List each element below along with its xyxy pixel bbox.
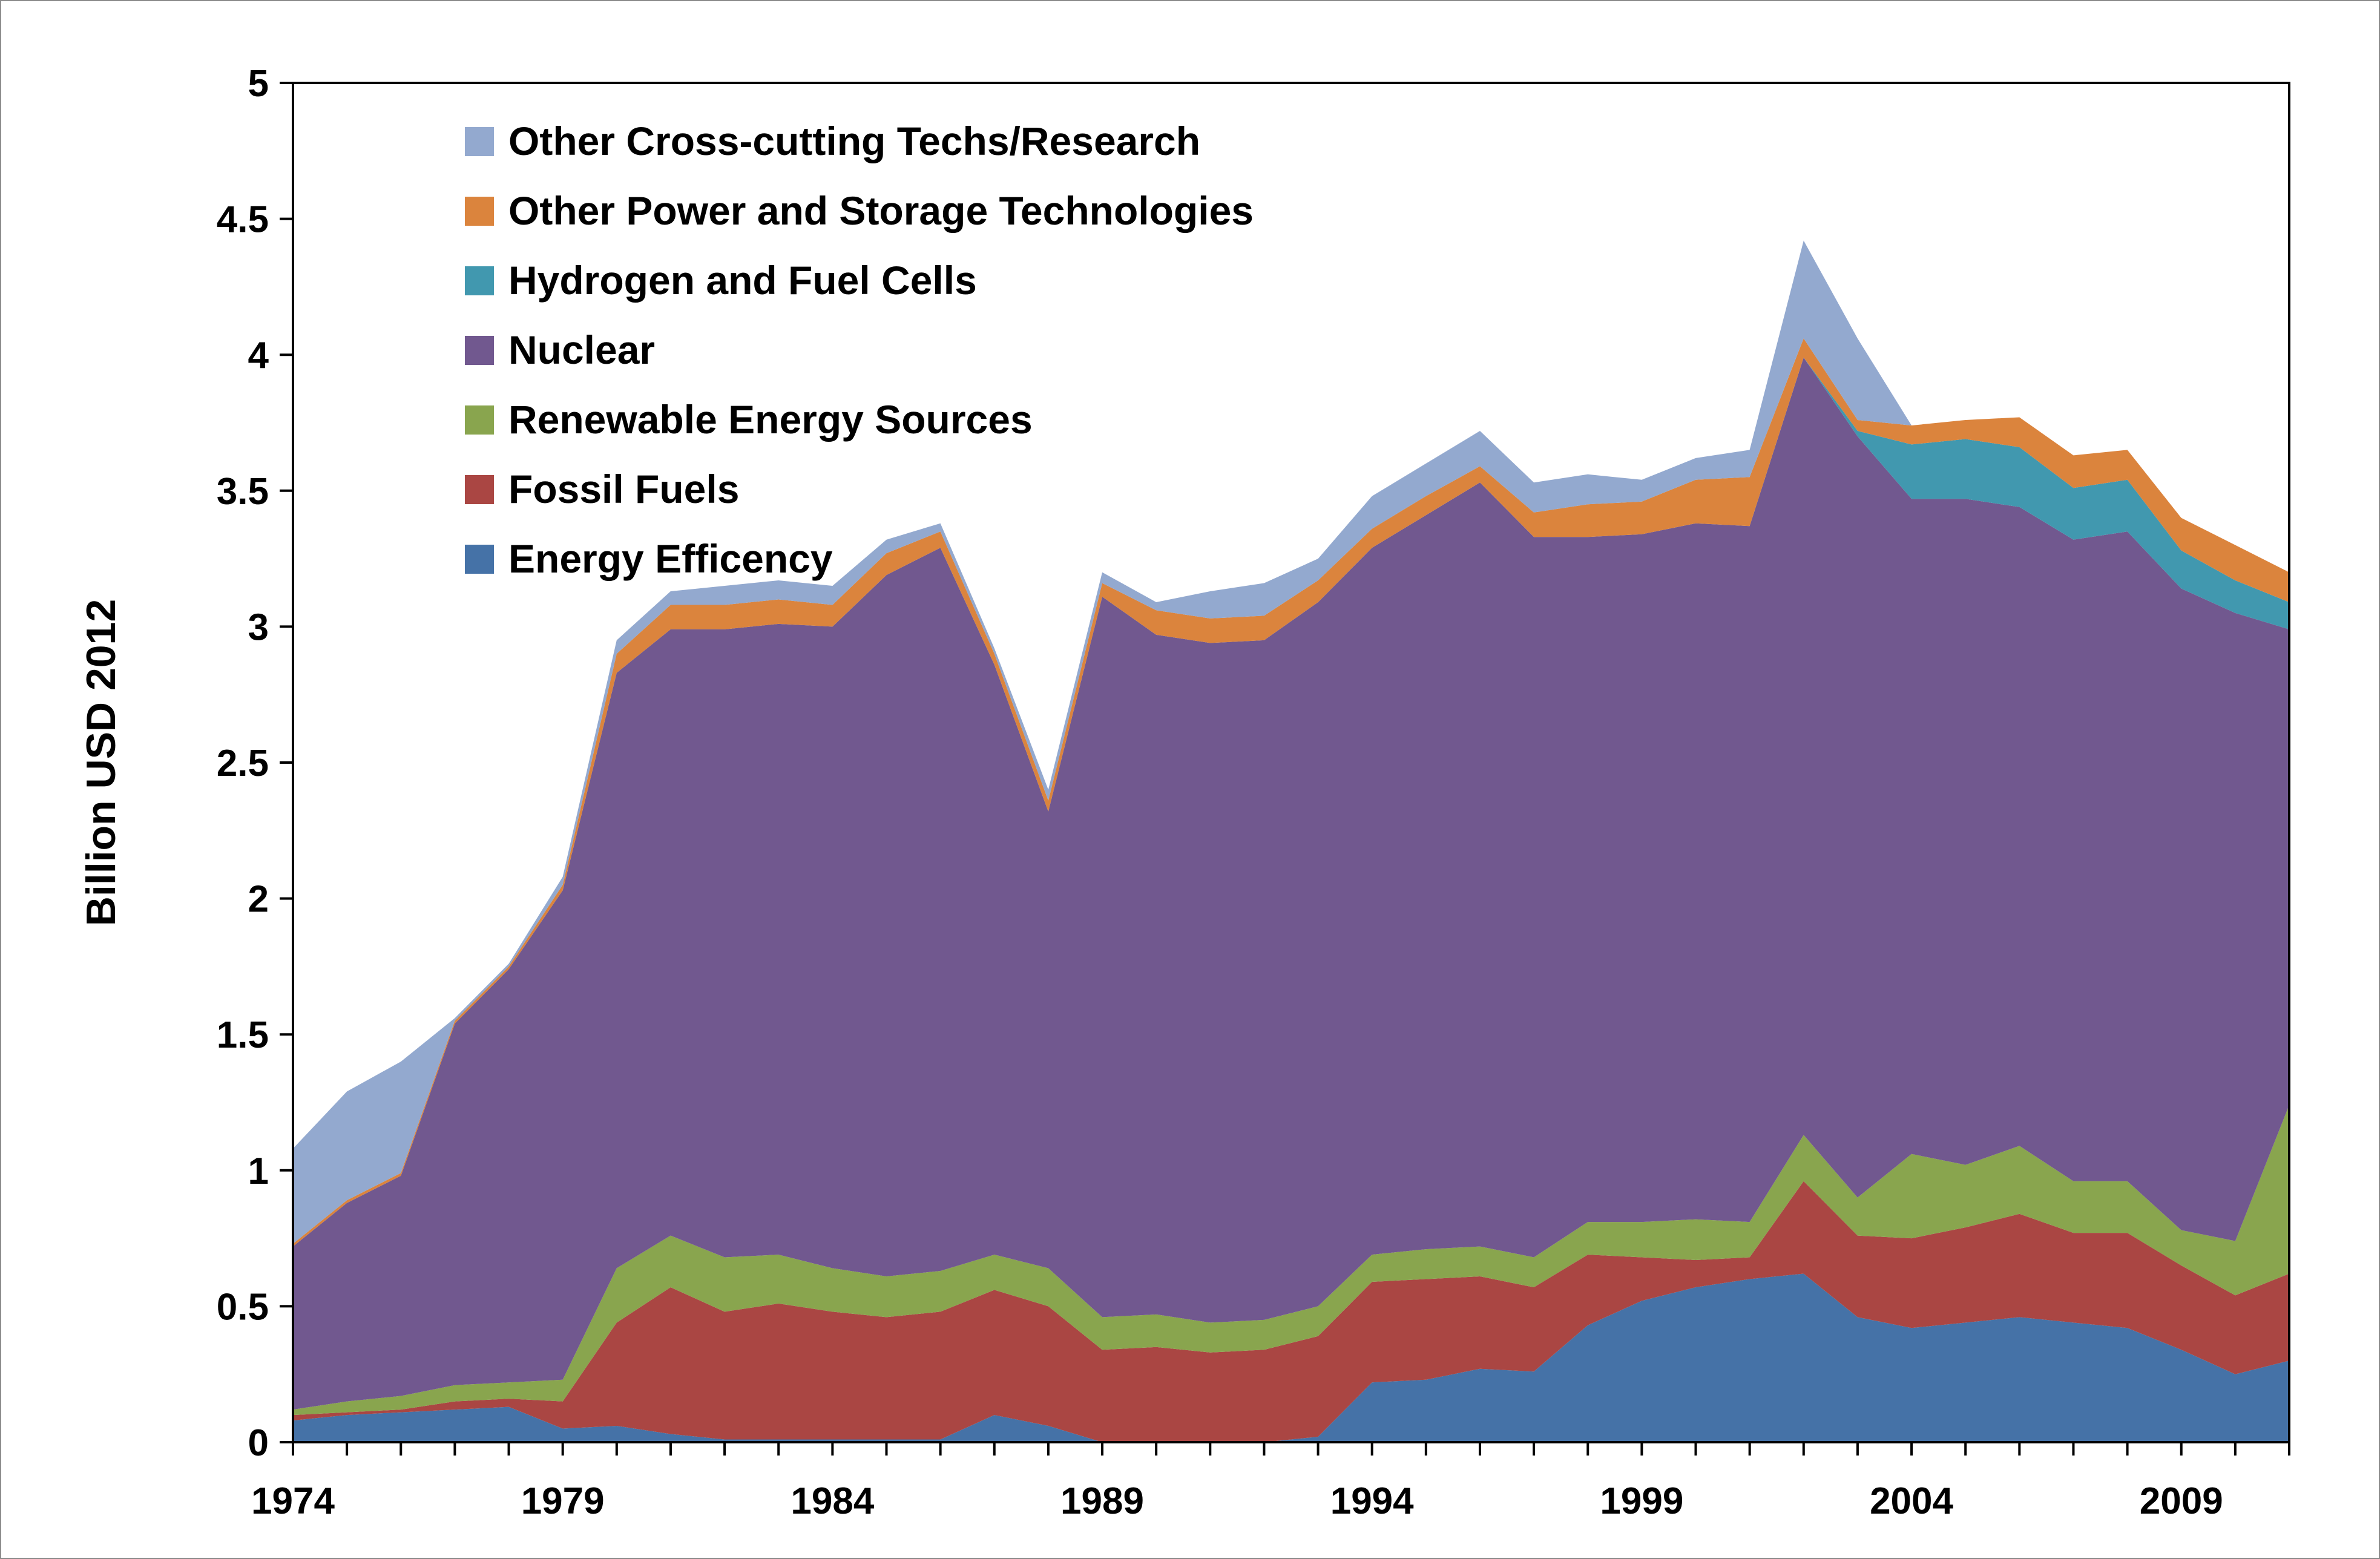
y-tick-label: 4.5 [217,199,269,241]
y-axis-title: Billion USD 2012 [78,599,124,926]
y-tick-label: 2 [248,879,269,921]
y-tick-label: 3 [248,606,269,648]
area-renewable-energy-sources [293,1105,2289,1416]
area-energy-efficency [293,1273,2289,1442]
legend-swatch-hydrogen-and-fuel-cells [465,266,494,295]
legend-swatch-other-cross-cutting-techs-research [465,127,494,156]
x-tick-label: 1979 [521,1480,605,1522]
x-axis: 1974 1979 1984 1989 1994 1999 2004 2009 [251,1442,2290,1522]
y-tick-label: 5 [248,63,269,105]
area-fossil-fuels [293,1181,2289,1442]
legend-swatch-fossil-fuels [465,475,494,504]
x-tick-label: 1974 [251,1480,335,1522]
legend-swatch-nuclear [465,336,494,365]
legend-swatch-other-power-and-storage-technologies [465,197,494,226]
y-tick-label: 3.5 [217,471,269,513]
x-tick-label: 2004 [1870,1480,1953,1522]
y-tick-label: 1.5 [217,1014,269,1056]
y-tick-label: 2.5 [217,743,269,784]
y-tick-label: 1 [248,1150,269,1192]
legend-label-other-cross-cutting-techs-research: Other Cross-cutting Techs/Research [508,119,1200,163]
area-nuclear [293,357,2289,1410]
x-tick-label: 1994 [1330,1480,1414,1522]
x-tick-label: 2009 [2140,1480,2223,1522]
legend-swatch-renewable-energy-sources [465,405,494,435]
legend-label-nuclear: Nuclear [508,327,655,372]
legend-label-renewable-energy-sources: Renewable Energy Sources [508,397,1033,442]
x-tick-label: 1999 [1600,1480,1683,1522]
y-tick-label: 0 [248,1422,269,1464]
legend-label-hydrogen-and-fuel-cells: Hydrogen and Fuel Cells [508,258,977,303]
legend-label-other-power-and-storage-technologies: Other Power and Storage Technologies [508,188,1254,233]
legend-swatch-energy-efficency [465,545,494,574]
legend-label-energy-efficency: Energy Efficency [508,536,833,581]
legend: Other Cross-cutting Techs/Research Other … [465,119,1254,581]
y-tick-label: 0.5 [217,1286,269,1328]
x-tick-label: 1989 [1060,1480,1144,1522]
y-axis: 0 0.5 1 1.5 2 2.5 3 3.5 4 4.5 5 [217,63,293,1464]
series-areas [293,240,2289,1442]
legend-label-fossil-fuels: Fossil Fuels [508,467,739,511]
y-tick-label: 4 [248,335,269,376]
x-tick-label: 1984 [791,1480,874,1522]
